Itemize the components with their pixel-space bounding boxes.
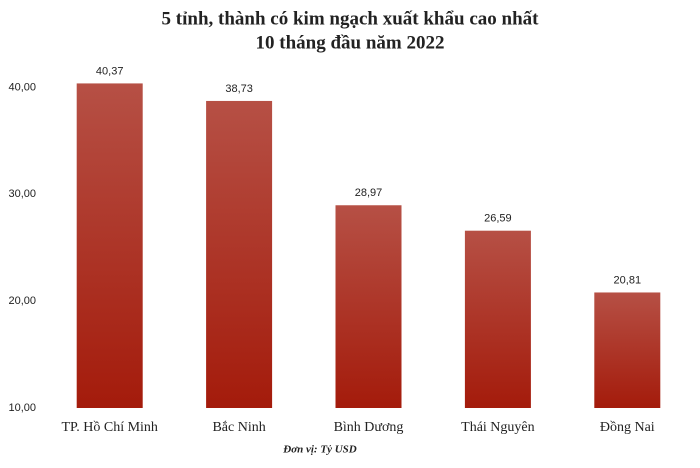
value-label: 26,59 — [484, 213, 512, 225]
x-tick-label: TP. Hồ Chí Minh — [61, 420, 157, 435]
bar — [594, 292, 661, 408]
bar — [335, 205, 402, 408]
chart-title: 5 tỉnh, thành có kim ngạch xuất khẩu cao… — [162, 8, 540, 29]
y-tick-label: 20,00 — [8, 295, 36, 307]
unit-note: Đơn vị: Tỷ USD — [282, 444, 356, 456]
bar — [206, 100, 273, 409]
x-tick-label: Đồng Nai — [600, 420, 655, 435]
y-tick-label: 40,00 — [8, 81, 36, 93]
value-label: 20,81 — [614, 274, 642, 286]
value-label: 28,97 — [355, 187, 383, 199]
chart-subtitle: 10 tháng đầu năm 2022 — [256, 32, 445, 53]
bar — [464, 230, 531, 408]
x-tick-label: Bình Dương — [334, 420, 404, 435]
value-label: 40,37 — [96, 65, 124, 77]
y-tick-label: 30,00 — [8, 188, 36, 200]
value-label: 38,73 — [225, 83, 253, 95]
bar — [76, 83, 143, 408]
x-tick-label: Thái Nguyên — [461, 420, 534, 435]
x-tick-label: Bắc Ninh — [212, 420, 265, 435]
y-tick-label: 10,00 — [8, 402, 36, 414]
